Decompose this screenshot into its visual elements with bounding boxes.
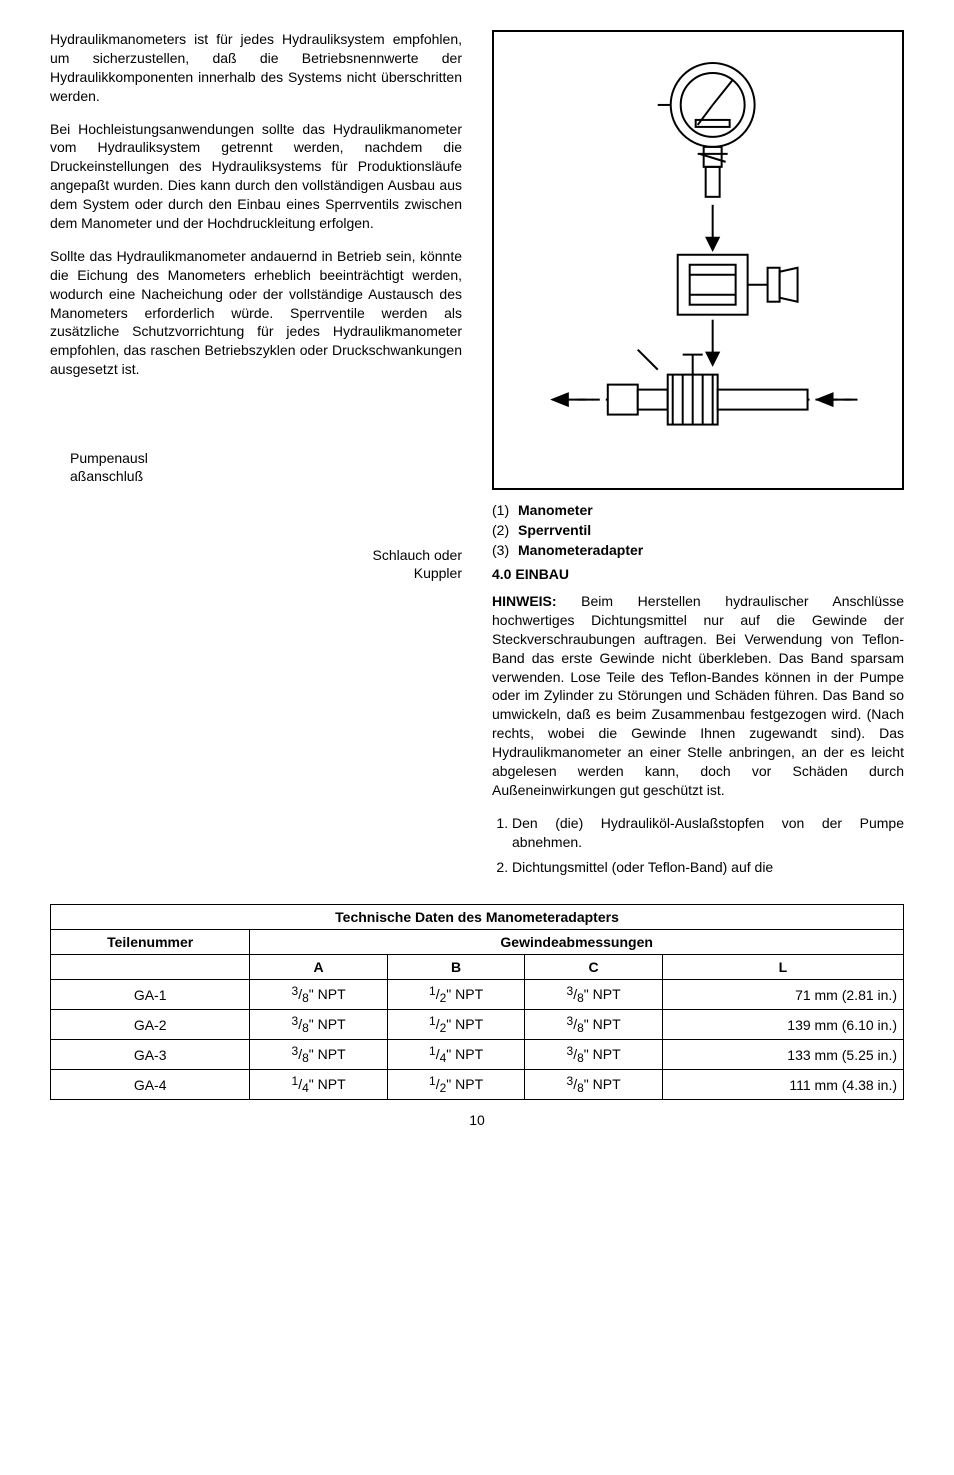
page-number: 10: [50, 1112, 904, 1128]
paragraph-3: Sollte das Hydraulikmanometer andauernd …: [50, 247, 462, 379]
section-title-einbau: 4.0 EINBAU: [492, 566, 904, 582]
table-row: GA-23/8" NPT1/2" NPT3/8" NPT139 mm (6.10…: [51, 1010, 904, 1040]
dim-a-cell: 3/8" NPT: [250, 980, 388, 1010]
manometer-diagram: [510, 50, 885, 470]
hinweis-label: HINWEIS:: [492, 593, 557, 609]
dim-c-cell: 3/8" NPT: [525, 1040, 663, 1070]
paragraph-1: Hydraulikmanometers ist für jedes Hydrau…: [50, 30, 462, 106]
legend-num: (3): [492, 542, 518, 558]
dim-a-cell: 3/8" NPT: [250, 1040, 388, 1070]
thread-dimensions-header: Gewindeabmessungen: [250, 930, 904, 955]
column-header: B: [387, 955, 525, 980]
dim-a-cell: 3/8" NPT: [250, 1010, 388, 1040]
part-number-header: Teilenummer: [51, 930, 250, 955]
table-title: Technische Daten des Manometeradapters: [51, 905, 904, 930]
dim-c-cell: 3/8" NPT: [525, 980, 663, 1010]
legend-item: (2)Sperrventil: [492, 522, 904, 538]
dim-c-cell: 3/8" NPT: [525, 1070, 663, 1100]
legend-num: (2): [492, 522, 518, 538]
install-step: Dichtungsmittel (oder Teflon-Band) auf d…: [512, 858, 904, 877]
dim-l-cell: 139 mm (6.10 in.): [662, 1010, 903, 1040]
dim-a-cell: 1/4" NPT: [250, 1070, 388, 1100]
empty-header: [51, 955, 250, 980]
legend-text: Manometer: [518, 502, 593, 518]
diagram-container: [492, 30, 904, 490]
dim-l-cell: 111 mm (4.38 in.): [662, 1070, 903, 1100]
legend-text: Manometeradapter: [518, 542, 643, 558]
legend-text: Sperrventil: [518, 522, 591, 538]
column-header: A: [250, 955, 388, 980]
hose-coupler-label: Schlauch oderKuppler: [250, 546, 462, 582]
hinweis-paragraph: HINWEIS: Beim Herstellen hydraulischer A…: [492, 592, 904, 800]
table-row: GA-41/4" NPT1/2" NPT3/8" NPT111 mm (4.38…: [51, 1070, 904, 1100]
pump-outlet-label: Pumpenauslaßanschluß: [70, 449, 462, 485]
dim-b-cell: 1/4" NPT: [387, 1040, 525, 1070]
hinweis-body: Beim Herstellen hydraulischer Anschlüsse…: [492, 593, 904, 798]
part-cell: GA-2: [51, 1010, 250, 1040]
table-row: GA-33/8" NPT1/4" NPT3/8" NPT133 mm (5.25…: [51, 1040, 904, 1070]
column-header: L: [662, 955, 903, 980]
install-steps: Den (die) Hydrauliköl-Auslaßstopfen von …: [492, 814, 904, 877]
legend-num: (1): [492, 502, 518, 518]
dim-b-cell: 1/2" NPT: [387, 980, 525, 1010]
legend-item: (3)Manometeradapter: [492, 542, 904, 558]
dim-l-cell: 133 mm (5.25 in.): [662, 1040, 903, 1070]
legend-item: (1)Manometer: [492, 502, 904, 518]
part-cell: GA-1: [51, 980, 250, 1010]
part-cell: GA-3: [51, 1040, 250, 1070]
paragraph-2: Bei Hochleistungsanwendungen sollte das …: [50, 120, 462, 233]
dim-b-cell: 1/2" NPT: [387, 1070, 525, 1100]
spec-table: Technische Daten des Manometeradapters T…: [50, 904, 904, 1100]
legend-list: (1)Manometer(2)Sperrventil(3)Manometerad…: [492, 502, 904, 558]
table-row: GA-13/8" NPT1/2" NPT3/8" NPT71 mm (2.81 …: [51, 980, 904, 1010]
dim-l-cell: 71 mm (2.81 in.): [662, 980, 903, 1010]
column-header: C: [525, 955, 663, 980]
part-cell: GA-4: [51, 1070, 250, 1100]
dim-b-cell: 1/2" NPT: [387, 1010, 525, 1040]
dim-c-cell: 3/8" NPT: [525, 1010, 663, 1040]
install-step: Den (die) Hydrauliköl-Auslaßstopfen von …: [512, 814, 904, 852]
